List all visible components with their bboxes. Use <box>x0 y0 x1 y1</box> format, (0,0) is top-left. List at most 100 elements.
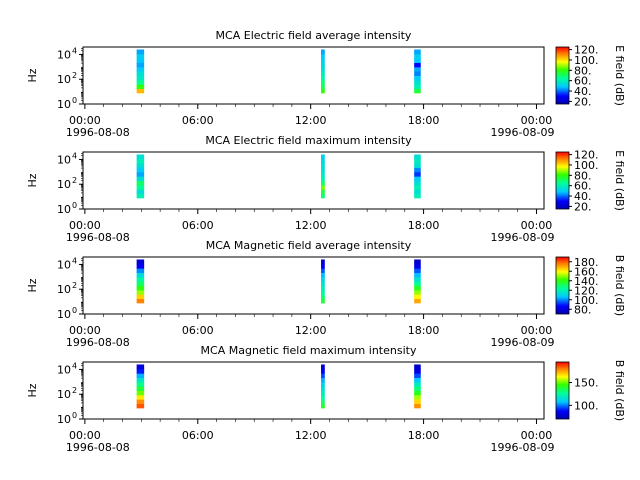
y-tick-label: 10 <box>57 413 71 426</box>
y-tick-exponent: 2 <box>72 386 77 395</box>
spectrum-burst-2 <box>321 259 325 304</box>
heat-cell <box>136 58 145 63</box>
heat-cell <box>321 158 325 164</box>
heat-cell <box>414 276 421 282</box>
colorbar-label: E field (dB) <box>613 45 626 106</box>
heat-cell <box>321 171 325 177</box>
colorbar-tick-label: 80. <box>574 169 592 182</box>
heat-cell <box>321 71 325 76</box>
heat-cell <box>414 294 421 300</box>
heat-cell <box>414 75 421 81</box>
colorbar-tick-label: 100. <box>574 159 599 172</box>
y-tick-label: 10 <box>57 388 71 401</box>
heat-cell <box>414 79 421 85</box>
colorbar-tick-label: 150. <box>574 377 599 390</box>
heat-cell <box>414 272 421 278</box>
x-tick-label: 00:00 <box>521 324 553 337</box>
spectrum-burst-1 <box>136 259 145 304</box>
x-tick-label: 18:00 <box>408 324 440 337</box>
axes-frame <box>82 361 545 420</box>
x-tick-label: 12:00 <box>295 429 327 442</box>
heat-cell <box>414 189 421 195</box>
heat-cell <box>136 88 145 94</box>
date-left: 1996-08-08 <box>66 441 130 454</box>
heat-cell <box>414 281 421 286</box>
heat-cell <box>321 163 325 168</box>
date-right: 1996-08-09 <box>491 231 555 244</box>
heat-cell <box>136 66 145 72</box>
date-right: 1996-08-09 <box>491 126 555 139</box>
date-right: 1996-08-09 <box>491 336 555 349</box>
heat-cell <box>414 171 421 177</box>
x-tick-label: 06:00 <box>182 429 214 442</box>
heat-cell <box>136 163 145 168</box>
heat-cell <box>136 167 145 173</box>
heat-cell <box>321 49 325 55</box>
colorbar <box>555 361 570 420</box>
heat-cell <box>136 62 145 68</box>
heat-cell <box>136 403 145 409</box>
x-tick-label: 18:00 <box>408 114 440 127</box>
y-axis-label: Hz <box>26 68 39 82</box>
colorbar-tick-label: 160. <box>574 265 599 278</box>
heat-cell <box>136 193 145 199</box>
y-tick-label: 10 <box>57 178 71 191</box>
heat-cell <box>321 176 325 181</box>
heat-cell <box>414 268 421 273</box>
heat-cell <box>321 62 325 68</box>
heat-cell <box>136 381 145 387</box>
y-axis-label: Hz <box>26 383 39 397</box>
heat-cell <box>321 66 325 72</box>
heat-cell <box>414 377 421 383</box>
heat-cell <box>414 368 421 374</box>
heat-cell <box>321 75 325 81</box>
heat-cell <box>414 289 421 295</box>
heat-cell <box>321 285 325 291</box>
spectrum-burst-3 <box>414 154 421 199</box>
x-tick-label: 00:00 <box>69 324 101 337</box>
heat-cell <box>414 298 421 304</box>
spectrum-burst-2 <box>321 49 325 94</box>
heat-cell <box>136 390 145 396</box>
colorbar <box>555 151 570 210</box>
x-tick-label: 00:00 <box>69 219 101 232</box>
x-tick-label: 06:00 <box>182 219 214 232</box>
heat-cell <box>414 163 421 168</box>
x-tick-label: 00:00 <box>521 219 553 232</box>
heat-cell <box>136 189 145 195</box>
heat-cell <box>414 180 421 186</box>
colorbar-tick-label: 100. <box>574 54 599 67</box>
heat-cell <box>136 386 145 391</box>
heat-cell <box>136 364 145 370</box>
x-tick-label: 06:00 <box>182 324 214 337</box>
heat-cell <box>136 79 145 85</box>
colorbar-tick-label: 20. <box>574 200 592 213</box>
colorbar-tick-label: 80. <box>574 303 592 316</box>
heat-cell <box>414 364 421 370</box>
spectrum-burst-3 <box>414 364 421 409</box>
spectrum-burst-3 <box>414 259 421 304</box>
heat-cell <box>414 386 421 391</box>
heat-cell <box>321 281 325 286</box>
y-tick-label: 10 <box>57 258 71 271</box>
heat-cell <box>136 368 145 374</box>
heat-cell <box>136 289 145 295</box>
heat-cell <box>136 176 145 181</box>
heat-cell <box>414 49 421 55</box>
heat-cell <box>136 394 145 400</box>
heat-cell <box>136 171 145 177</box>
y-tick-exponent: 0 <box>72 96 77 105</box>
heat-cell <box>136 49 145 55</box>
heat-cell <box>321 88 325 94</box>
heat-cell <box>414 158 421 164</box>
axes-frame <box>82 256 545 315</box>
x-tick-label: 00:00 <box>69 114 101 127</box>
spectrum-burst-2 <box>321 364 325 409</box>
heat-cell <box>321 294 325 300</box>
heat-cell <box>414 373 421 378</box>
heat-cell <box>414 167 421 173</box>
heat-cell <box>321 167 325 173</box>
